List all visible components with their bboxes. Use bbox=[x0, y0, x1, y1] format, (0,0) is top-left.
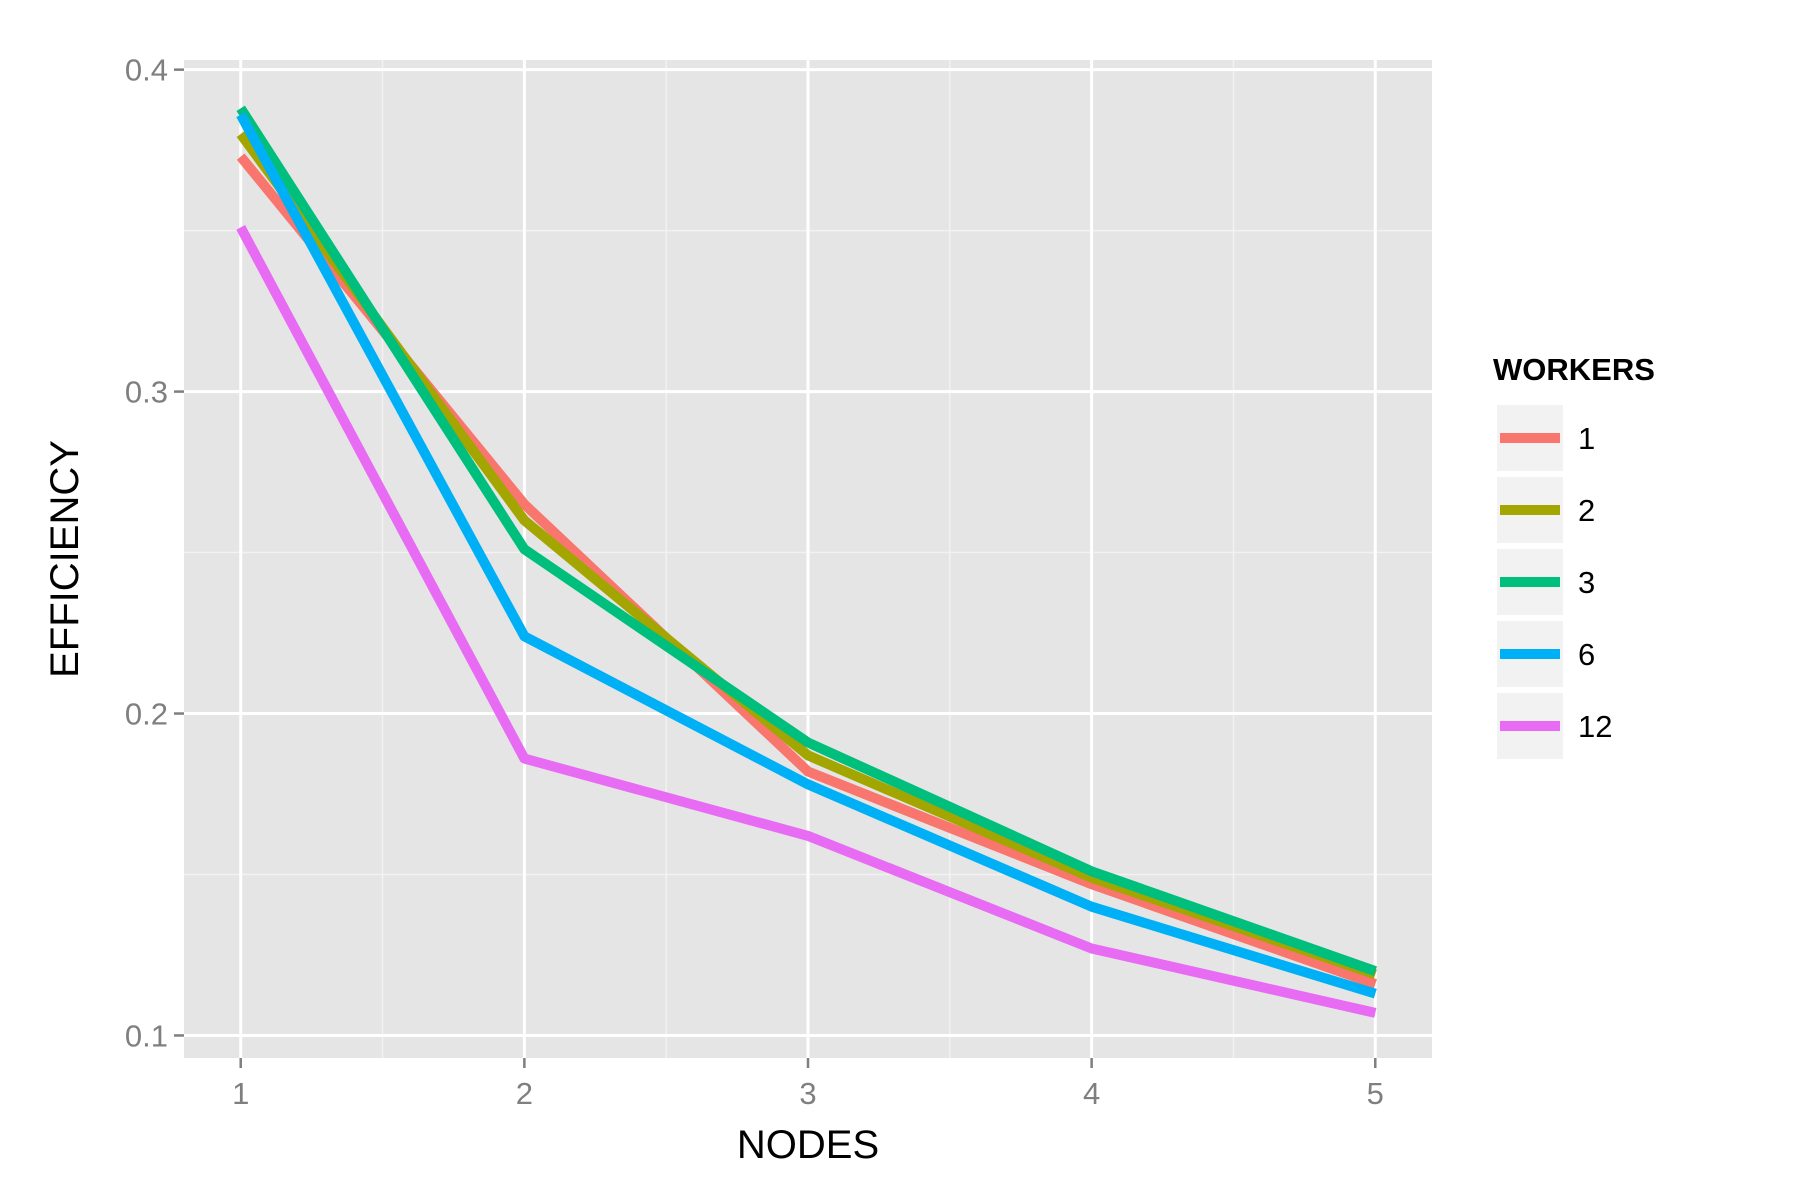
series-lines bbox=[236, 105, 1377, 1018]
series-line-3 bbox=[236, 105, 1377, 976]
legend-title: WORKERS bbox=[1493, 352, 1655, 387]
legend-label: 1 bbox=[1578, 421, 1595, 456]
series-line-2 bbox=[236, 131, 1377, 980]
x-tick-label: 2 bbox=[516, 1076, 533, 1111]
y-tick-label: 0.4 bbox=[125, 53, 168, 88]
major-gridlines bbox=[184, 60, 1432, 1058]
legend-label: 6 bbox=[1578, 637, 1595, 672]
x-tick-label: 5 bbox=[1367, 1076, 1384, 1111]
legend-label: 12 bbox=[1578, 709, 1612, 744]
x-tick-label: 3 bbox=[799, 1076, 816, 1111]
x-tick-label: 1 bbox=[232, 1076, 249, 1111]
y-tick-label: 0.1 bbox=[125, 1018, 168, 1053]
y-axis-title: EFFICIENCY bbox=[43, 440, 87, 678]
y-axis: 0.1 0.2 0.3 0.4 bbox=[125, 53, 184, 1053]
x-axis-title: NODES bbox=[737, 1123, 879, 1167]
series-line-6 bbox=[236, 112, 1377, 999]
y-tick-label: 0.2 bbox=[125, 697, 168, 732]
series-line-12 bbox=[236, 225, 1377, 1018]
legend-label: 3 bbox=[1578, 565, 1595, 600]
x-tick-label: 4 bbox=[1083, 1076, 1100, 1111]
x-axis: 1 2 3 4 5 bbox=[232, 1058, 1384, 1111]
legend-label: 2 bbox=[1578, 493, 1595, 528]
y-tick-label: 0.3 bbox=[125, 375, 168, 410]
